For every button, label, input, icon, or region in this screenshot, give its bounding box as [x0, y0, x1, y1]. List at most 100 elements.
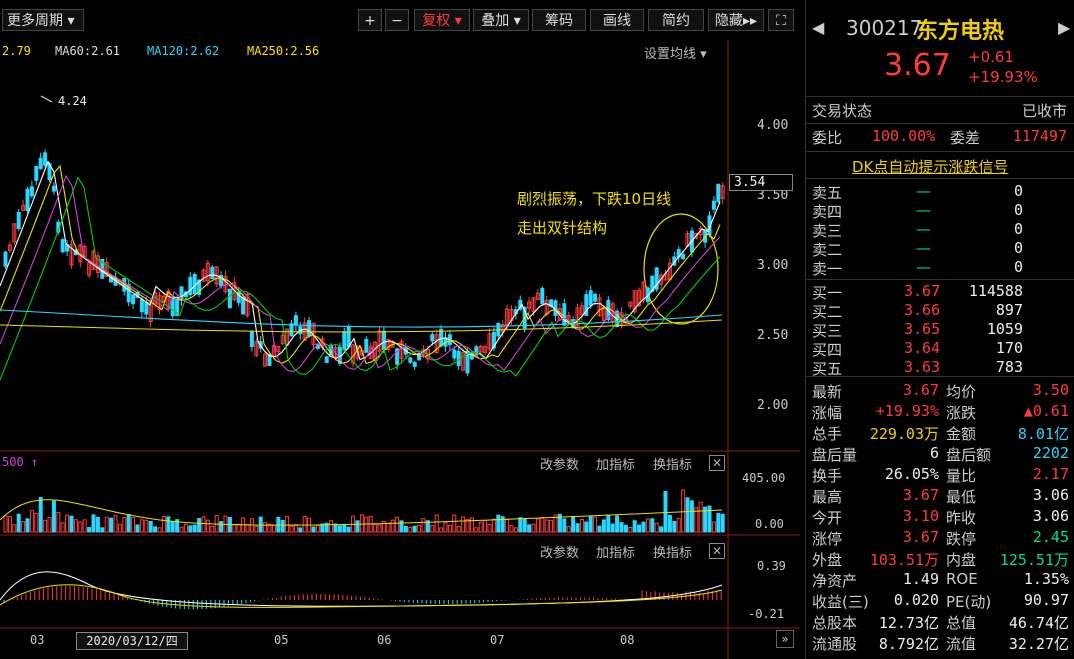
- volume-bar: [219, 521, 224, 533]
- vol-add-indicator-button[interactable]: 加指标: [596, 458, 636, 473]
- price-axis-tick: 3.50: [757, 188, 789, 203]
- commission-row: 委比 100.00% 委差 117497: [806, 127, 1074, 148]
- vol-params-button[interactable]: 改参数: [540, 458, 580, 473]
- candle-body: [478, 345, 483, 353]
- volume-bar: [188, 525, 193, 533]
- candle-body: [201, 269, 206, 282]
- zoom-out-button[interactable]: −: [385, 9, 409, 31]
- fullscreen-button[interactable]: ⛶: [768, 9, 794, 31]
- candle-body: [637, 289, 642, 306]
- volume-bar: [100, 527, 105, 533]
- hide-button[interactable]: 隐藏▸▸: [708, 9, 764, 31]
- volume-bar: [236, 523, 241, 533]
- draw-button[interactable]: 画线: [590, 9, 644, 31]
- volume-bar: [540, 517, 545, 533]
- candle-body: [597, 297, 602, 317]
- ask-row: 卖一 — 0: [806, 258, 1074, 279]
- quote-label-left: 今开: [812, 509, 843, 527]
- quote-label-left: 最新: [812, 383, 843, 401]
- price-axis-tick: 2.00: [757, 398, 789, 413]
- bid-row: 买五 3.63 783: [806, 358, 1074, 379]
- bid-volume: 783: [995, 358, 1023, 376]
- macd-params-button[interactable]: 改参数: [540, 546, 580, 561]
- volume-bar: [549, 519, 554, 533]
- quote-value-right: 3.06: [1032, 507, 1069, 525]
- ma-line: [0, 176, 721, 381]
- ask-price: —: [916, 239, 931, 257]
- volume-bar: [302, 515, 307, 533]
- prev-stock-icon[interactable]: ◀: [812, 18, 825, 37]
- period-select[interactable]: 更多周期 ▾: [2, 9, 84, 31]
- quote-row: 净资产 1.49 ROE 1.35%: [806, 570, 1074, 591]
- quote-row: 收益(三) 0.020 PE(动) 90.97: [806, 591, 1074, 612]
- volume-bar: [601, 519, 606, 533]
- macd-switch-indicator-button[interactable]: 换指标: [653, 546, 693, 561]
- quote-value-left: 3.10: [902, 507, 939, 525]
- volume-bar: [324, 522, 329, 533]
- volume-bar: [474, 527, 479, 533]
- ma-line: [0, 164, 721, 365]
- next-stock-icon[interactable]: ▶: [1058, 18, 1071, 37]
- candle-body: [711, 200, 716, 210]
- volume-bar: [667, 514, 672, 533]
- macd-dea-line: [0, 584, 723, 608]
- macd-close-icon[interactable]: ✕: [709, 543, 725, 559]
- candle-body: [540, 287, 545, 304]
- stock-price: 3.67: [884, 48, 951, 83]
- macd-axis-bottom: -0.21: [748, 607, 785, 621]
- volume-bar: [166, 516, 171, 533]
- volume-bar: [197, 517, 202, 533]
- volume-bar: [610, 523, 615, 533]
- volume-bar: [518, 517, 523, 533]
- quote-row: 今开 3.10 昨收 3.06: [806, 507, 1074, 528]
- current-price-tag: 3.54: [729, 174, 793, 191]
- ask-label: 卖四: [812, 203, 843, 221]
- candle-body: [131, 294, 136, 305]
- volume-bar: [289, 525, 294, 533]
- candle-body: [491, 331, 496, 349]
- overlay-label: 叠加: [481, 13, 510, 29]
- quote-label-left: 最高: [812, 488, 843, 506]
- ask-volume: 0: [1013, 220, 1023, 238]
- ask-price: —: [916, 258, 931, 276]
- candle-body: [430, 334, 435, 342]
- quote-value-left: 3.67: [902, 528, 939, 546]
- quote-row: 流通股 8.792亿 流值 32.27亿: [806, 633, 1074, 654]
- dk-signal-link[interactable]: DK点自动提示涨跌信号: [852, 158, 1009, 176]
- ma-settings-button[interactable]: 设置均线 ▾: [644, 47, 707, 62]
- chips-button[interactable]: 筹码: [532, 9, 586, 31]
- candle-body: [38, 157, 43, 170]
- candle-body: [381, 330, 386, 351]
- volume-bar: [461, 516, 466, 533]
- zoom-in-button[interactable]: +: [358, 9, 382, 31]
- brief-button[interactable]: 简约: [648, 9, 704, 31]
- vol-close-icon[interactable]: ✕: [709, 455, 725, 471]
- chart-main[interactable]: 2.79 MA60:2.61 MA120:2.62 MA250:2.56 设置均…: [0, 40, 800, 659]
- volume-bar: [91, 514, 96, 533]
- quote-label-right: 均价: [946, 383, 977, 401]
- macd-add-indicator-button[interactable]: 加指标: [596, 546, 636, 561]
- vol-switch-indicator-button[interactable]: 换指标: [653, 458, 693, 473]
- volume-bar: [51, 500, 56, 533]
- volume-bar: [377, 524, 382, 533]
- scroll-right-button[interactable]: »: [776, 630, 794, 648]
- volume-bar: [126, 514, 131, 533]
- kline-chart[interactable]: [0, 40, 800, 659]
- volume-bar: [333, 523, 338, 533]
- quote-label-right: PE(动): [946, 593, 992, 611]
- quote-row: 总股本 12.73亿 总值 46.74亿: [806, 612, 1074, 633]
- candle-body: [12, 223, 17, 243]
- date-axis-tick: 06: [377, 633, 392, 647]
- candle-body: [601, 306, 606, 322]
- ma-settings-label: 设置均线: [644, 47, 697, 62]
- bid-row: 买二 3.66 897: [806, 301, 1074, 322]
- commission-ratio-value: 100.00%: [872, 127, 936, 145]
- overlay-button[interactable]: 叠加 ▾: [473, 9, 529, 31]
- quote-value-left: 26.05%: [884, 465, 939, 483]
- volume-bar: [205, 519, 210, 533]
- candle-body: [170, 298, 175, 317]
- quote-row: 涨幅 +19.93% 涨跌 ▲0.61: [806, 402, 1074, 423]
- adjust-button[interactable]: 复权 ▾: [414, 9, 470, 31]
- quote-label-right: 流值: [946, 635, 977, 653]
- volume-bar: [579, 518, 584, 533]
